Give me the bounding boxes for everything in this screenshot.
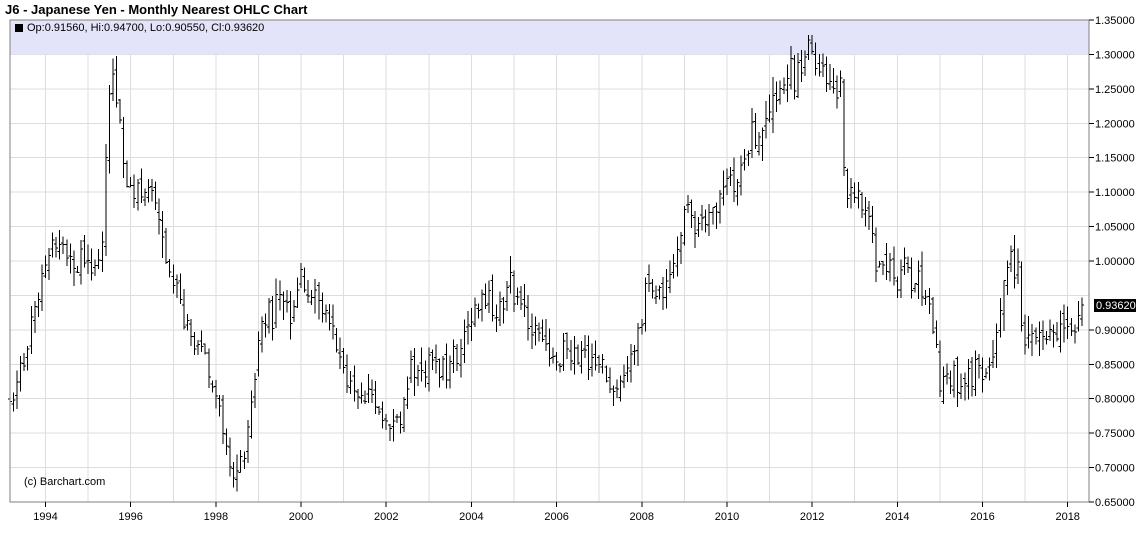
svg-text:2006: 2006 bbox=[544, 511, 568, 523]
svg-text:1998: 1998 bbox=[204, 511, 228, 523]
svg-text:2008: 2008 bbox=[630, 511, 654, 523]
svg-text:Op:0.91560, Hi:0.94700, Lo:0.9: Op:0.91560, Hi:0.94700, Lo:0.90550, Cl:0… bbox=[27, 22, 264, 34]
svg-text:0.80000: 0.80000 bbox=[1095, 394, 1135, 406]
svg-text:2014: 2014 bbox=[885, 511, 909, 523]
svg-text:2000: 2000 bbox=[289, 511, 313, 523]
svg-text:1.15000: 1.15000 bbox=[1095, 153, 1135, 165]
svg-text:2002: 2002 bbox=[374, 511, 398, 523]
svg-text:2016: 2016 bbox=[970, 511, 994, 523]
svg-text:1.25000: 1.25000 bbox=[1095, 84, 1135, 96]
svg-text:0.85000: 0.85000 bbox=[1095, 359, 1135, 371]
svg-text:2004: 2004 bbox=[459, 511, 483, 523]
svg-text:1.10000: 1.10000 bbox=[1095, 187, 1135, 199]
svg-text:1.20000: 1.20000 bbox=[1095, 118, 1135, 130]
svg-text:1.30000: 1.30000 bbox=[1095, 49, 1135, 61]
svg-text:2010: 2010 bbox=[715, 511, 739, 523]
svg-text:1.05000: 1.05000 bbox=[1095, 222, 1135, 234]
svg-text:0.65000: 0.65000 bbox=[1095, 497, 1135, 509]
svg-text:1994: 1994 bbox=[33, 511, 57, 523]
svg-text:0.75000: 0.75000 bbox=[1095, 428, 1135, 440]
svg-text:0.90000: 0.90000 bbox=[1095, 325, 1135, 337]
svg-text:(c) Barchart.com: (c) Barchart.com bbox=[24, 476, 105, 488]
svg-text:2012: 2012 bbox=[800, 511, 824, 523]
svg-text:1.00000: 1.00000 bbox=[1095, 256, 1135, 268]
svg-text:1996: 1996 bbox=[118, 511, 142, 523]
svg-text:2018: 2018 bbox=[1055, 511, 1079, 523]
svg-text:0.70000: 0.70000 bbox=[1095, 463, 1135, 475]
svg-text:0.93620: 0.93620 bbox=[1096, 300, 1136, 312]
svg-text:1.35000: 1.35000 bbox=[1095, 15, 1135, 27]
